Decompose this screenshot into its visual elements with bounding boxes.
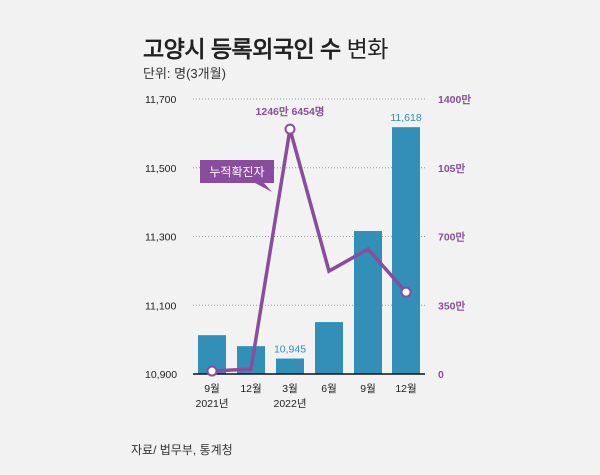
y-left-tick-label: 11,700 xyxy=(145,94,176,106)
y-right-tick-label: 1400만 xyxy=(438,93,471,106)
x-tick-label: 6월 xyxy=(321,383,337,395)
line-marker xyxy=(284,123,296,135)
y-left-tick-label: 10,900 xyxy=(145,369,177,381)
bar xyxy=(354,231,382,374)
line-peak-label: 1246만 6454명 xyxy=(256,105,325,118)
y-right-tick-label: 700만 xyxy=(438,231,466,244)
title-light: 변화 xyxy=(346,36,389,62)
line-marker xyxy=(206,365,218,377)
line-series xyxy=(211,128,408,373)
y-right-tick-label: 0 xyxy=(438,369,444,381)
bar xyxy=(392,127,420,374)
title-bold: 고양시 등록외국인 수 xyxy=(143,36,341,62)
line-marker xyxy=(400,286,412,298)
bar-data-label: 11,618 xyxy=(390,112,421,124)
legend-callout xyxy=(200,160,274,192)
x-tick-label: 9월 xyxy=(360,383,376,395)
x-tick-label: 12월 xyxy=(395,383,416,395)
bar xyxy=(315,322,343,374)
x-tick-label: 3월 xyxy=(282,383,298,395)
bar-data-label: 10,945 xyxy=(274,344,306,356)
bar xyxy=(276,358,304,374)
source-note: 자료/ 법무부, 통계청 xyxy=(131,443,233,457)
y-right-tick-label: 350만 xyxy=(438,299,466,312)
y-left-tick-label: 11,300 xyxy=(145,232,176,244)
chart-title: 고양시 등록외국인 수 변화 xyxy=(143,30,388,64)
x-tick-label: 9월 xyxy=(204,383,220,395)
x-tick-label: 12월 xyxy=(240,383,261,395)
unit-label: 단위: 명(3개월) xyxy=(143,66,226,81)
legend-series-name: 누적확진자 xyxy=(209,165,264,179)
x-year-label: 2022년 xyxy=(273,398,306,410)
x-year-label: 2021년 xyxy=(195,398,228,410)
y-left-tick-label: 11,100 xyxy=(145,300,176,312)
y-right-tick-label: 105만 xyxy=(438,162,466,175)
y-left-tick-label: 11,500 xyxy=(145,163,176,175)
